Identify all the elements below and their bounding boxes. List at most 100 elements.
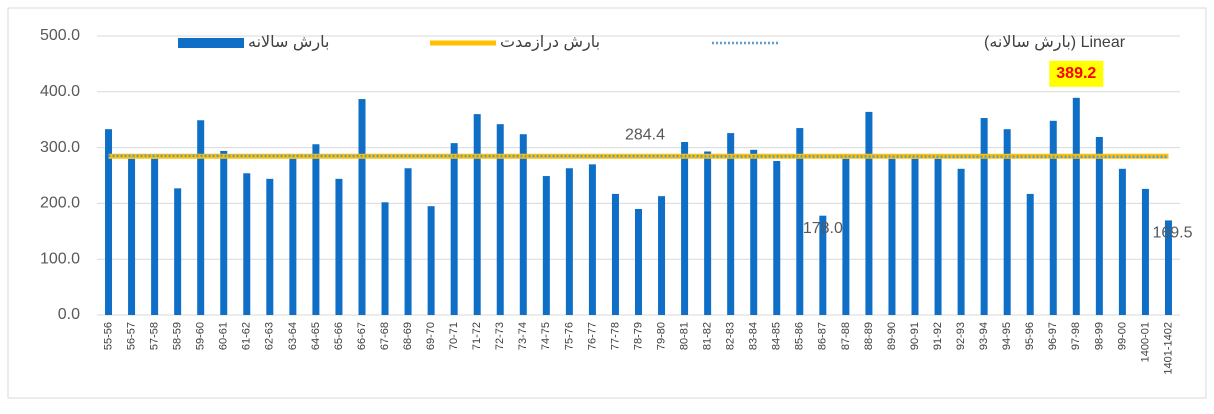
bar bbox=[911, 158, 919, 315]
x-tick-label: 76-77 bbox=[586, 322, 598, 350]
bar bbox=[588, 164, 596, 315]
bar bbox=[842, 158, 850, 315]
legend-label: Linear (بارش سالانه) bbox=[984, 34, 1126, 52]
x-tick-label: 88-89 bbox=[863, 322, 875, 350]
mean-label: 284.4 bbox=[625, 127, 665, 144]
x-tick-label: 68-69 bbox=[402, 322, 414, 350]
bar bbox=[266, 178, 274, 315]
bar bbox=[496, 124, 504, 315]
x-tick-label: 60-61 bbox=[218, 322, 230, 350]
x-tick-label: 86-87 bbox=[817, 322, 829, 350]
y-tick-label: 200.0 bbox=[40, 195, 80, 212]
bar bbox=[128, 158, 136, 315]
x-tick-label: 83-84 bbox=[748, 322, 760, 350]
bar bbox=[980, 118, 988, 315]
x-tick-label: 73-74 bbox=[517, 322, 529, 350]
x-tick-label: 81-82 bbox=[702, 322, 714, 350]
bar bbox=[335, 178, 343, 315]
x-tick-label: 67-68 bbox=[379, 322, 391, 350]
bar bbox=[681, 142, 689, 315]
bar bbox=[105, 129, 113, 315]
bar bbox=[1026, 193, 1034, 315]
bar bbox=[750, 149, 758, 315]
bar bbox=[1072, 97, 1080, 315]
x-tick-label: 89-90 bbox=[886, 322, 898, 350]
x-tick-label: 75-76 bbox=[563, 322, 575, 350]
x-tick-label: 62-63 bbox=[264, 322, 276, 350]
data-label: 389.2 bbox=[1056, 65, 1096, 82]
x-tick-label: 59-60 bbox=[195, 322, 207, 350]
bar bbox=[404, 168, 412, 315]
bar bbox=[1095, 136, 1103, 315]
bar bbox=[1003, 129, 1011, 315]
bar bbox=[796, 128, 804, 315]
x-tick-label: 56-57 bbox=[125, 322, 137, 350]
x-tick-label: 74-75 bbox=[540, 322, 552, 350]
x-tick-label: 93-94 bbox=[978, 322, 990, 350]
bar bbox=[1141, 188, 1149, 315]
x-tick-label: 71-72 bbox=[471, 322, 483, 350]
x-tick-label: 91-92 bbox=[932, 322, 944, 350]
x-tick-label: 1401-1402 bbox=[1162, 322, 1174, 375]
bar bbox=[381, 202, 389, 315]
bar bbox=[888, 158, 896, 315]
x-tick-label: 85-86 bbox=[794, 322, 806, 350]
x-tick-label: 63-64 bbox=[287, 322, 299, 350]
y-tick-label: 500.0 bbox=[40, 27, 80, 44]
bar bbox=[542, 176, 550, 315]
bar bbox=[358, 99, 366, 315]
data-label: 178.0 bbox=[803, 220, 843, 237]
bar bbox=[819, 215, 827, 315]
x-tick-label: 77-78 bbox=[609, 322, 621, 350]
bar bbox=[151, 158, 159, 315]
x-tick-label: 94-95 bbox=[1001, 322, 1013, 350]
x-tick-label: 84-85 bbox=[771, 322, 783, 350]
x-tick-label: 66-67 bbox=[356, 322, 368, 350]
y-tick-label: 100.0 bbox=[40, 250, 80, 267]
label-box bbox=[1049, 60, 1104, 87]
x-tick-label: 99-00 bbox=[1116, 322, 1128, 350]
bar bbox=[727, 133, 735, 315]
bar bbox=[635, 208, 642, 315]
bar bbox=[174, 188, 182, 315]
x-tick-label: 64-65 bbox=[310, 322, 322, 350]
bar bbox=[704, 151, 712, 315]
x-tick-label: 78-79 bbox=[632, 322, 644, 350]
bar bbox=[773, 160, 781, 315]
legend-swatch bbox=[178, 38, 244, 48]
x-tick-label: 92-93 bbox=[955, 322, 967, 350]
x-tick-label: 1400-01 bbox=[1139, 322, 1151, 362]
bar bbox=[427, 206, 435, 315]
x-tick-label: 96-97 bbox=[1047, 322, 1059, 350]
x-tick-label: 87-88 bbox=[840, 322, 852, 350]
x-tick-label: 97-98 bbox=[1070, 322, 1082, 350]
bar bbox=[957, 168, 965, 315]
x-tick-label: 90-91 bbox=[909, 322, 921, 350]
bar bbox=[865, 111, 873, 315]
x-tick-label: 79-80 bbox=[655, 322, 667, 350]
legend-label: بارش درازمدت bbox=[500, 34, 600, 52]
bar bbox=[450, 143, 458, 315]
bar bbox=[519, 134, 527, 315]
x-tick-label: 82-83 bbox=[725, 322, 737, 350]
x-tick-label: 65-66 bbox=[333, 322, 345, 350]
y-tick-label: 400.0 bbox=[40, 83, 80, 100]
bar bbox=[565, 168, 573, 315]
x-tick-label: 80-81 bbox=[678, 322, 690, 350]
y-tick-label: 0.0 bbox=[58, 306, 80, 323]
y-tick-label: 300.0 bbox=[40, 139, 80, 156]
bar bbox=[658, 196, 666, 315]
x-tick-label: 57-58 bbox=[149, 322, 161, 350]
bar bbox=[473, 114, 481, 316]
x-tick-label: 72-73 bbox=[494, 322, 506, 350]
bar bbox=[243, 173, 251, 315]
x-tick-label: 61-62 bbox=[241, 322, 253, 350]
x-tick-label: 70-71 bbox=[448, 322, 460, 350]
bar bbox=[1118, 168, 1126, 315]
legend-label: بارش سالانه bbox=[248, 34, 329, 52]
data-label: 169.5 bbox=[1152, 225, 1192, 242]
bar bbox=[312, 144, 320, 315]
bar bbox=[934, 158, 942, 315]
x-tick-label: 95-96 bbox=[1024, 322, 1036, 350]
